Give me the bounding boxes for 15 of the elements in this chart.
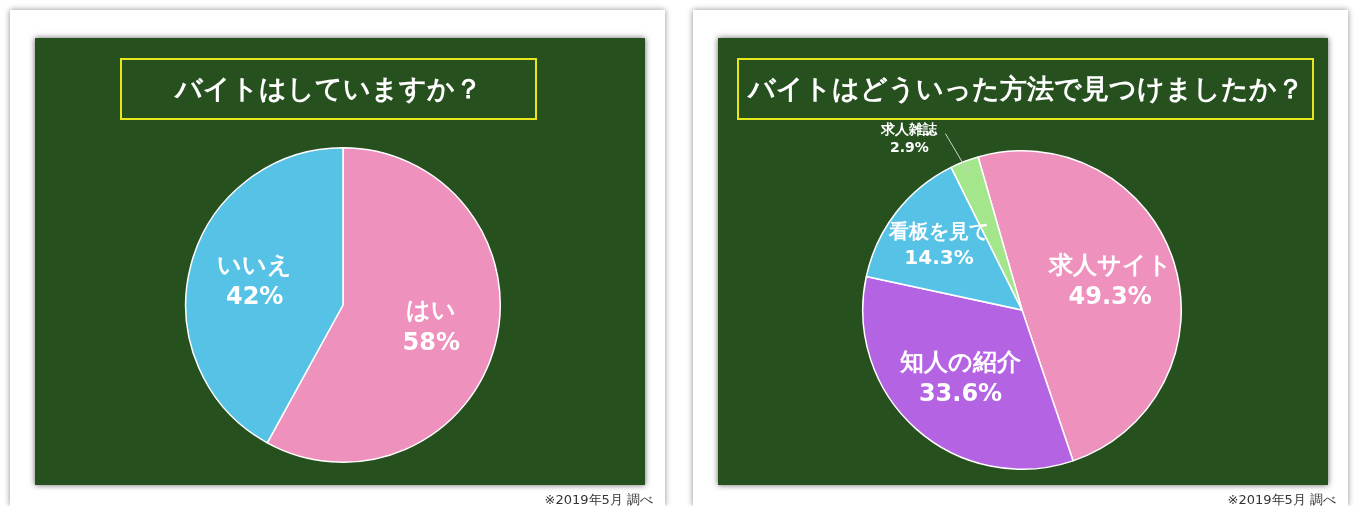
data-label: 2.9% (889, 139, 929, 156)
text: ※2019年5月 調べ (544, 491, 653, 506)
data-label: 42% (225, 282, 284, 311)
data-label: 58% (402, 327, 461, 356)
chart-title: バイトはどういった方法で見つけましたか？ (737, 58, 1314, 120)
data-label: 49.3% (1068, 282, 1152, 311)
text: ※2019年5月 調べ (1227, 491, 1336, 506)
data-label: 14.3% (904, 244, 974, 269)
slice-label: 知人の紹介 (899, 347, 1023, 376)
data-label: 33.6% (918, 378, 1003, 407)
slice-label: 求人雑誌 (880, 121, 939, 138)
chart-title: バイトはしていますか？ (120, 58, 537, 120)
slice-label: はい (406, 296, 457, 325)
slice-label: 求人サイト (1047, 251, 1172, 280)
slice-label: いいえ (217, 250, 293, 279)
